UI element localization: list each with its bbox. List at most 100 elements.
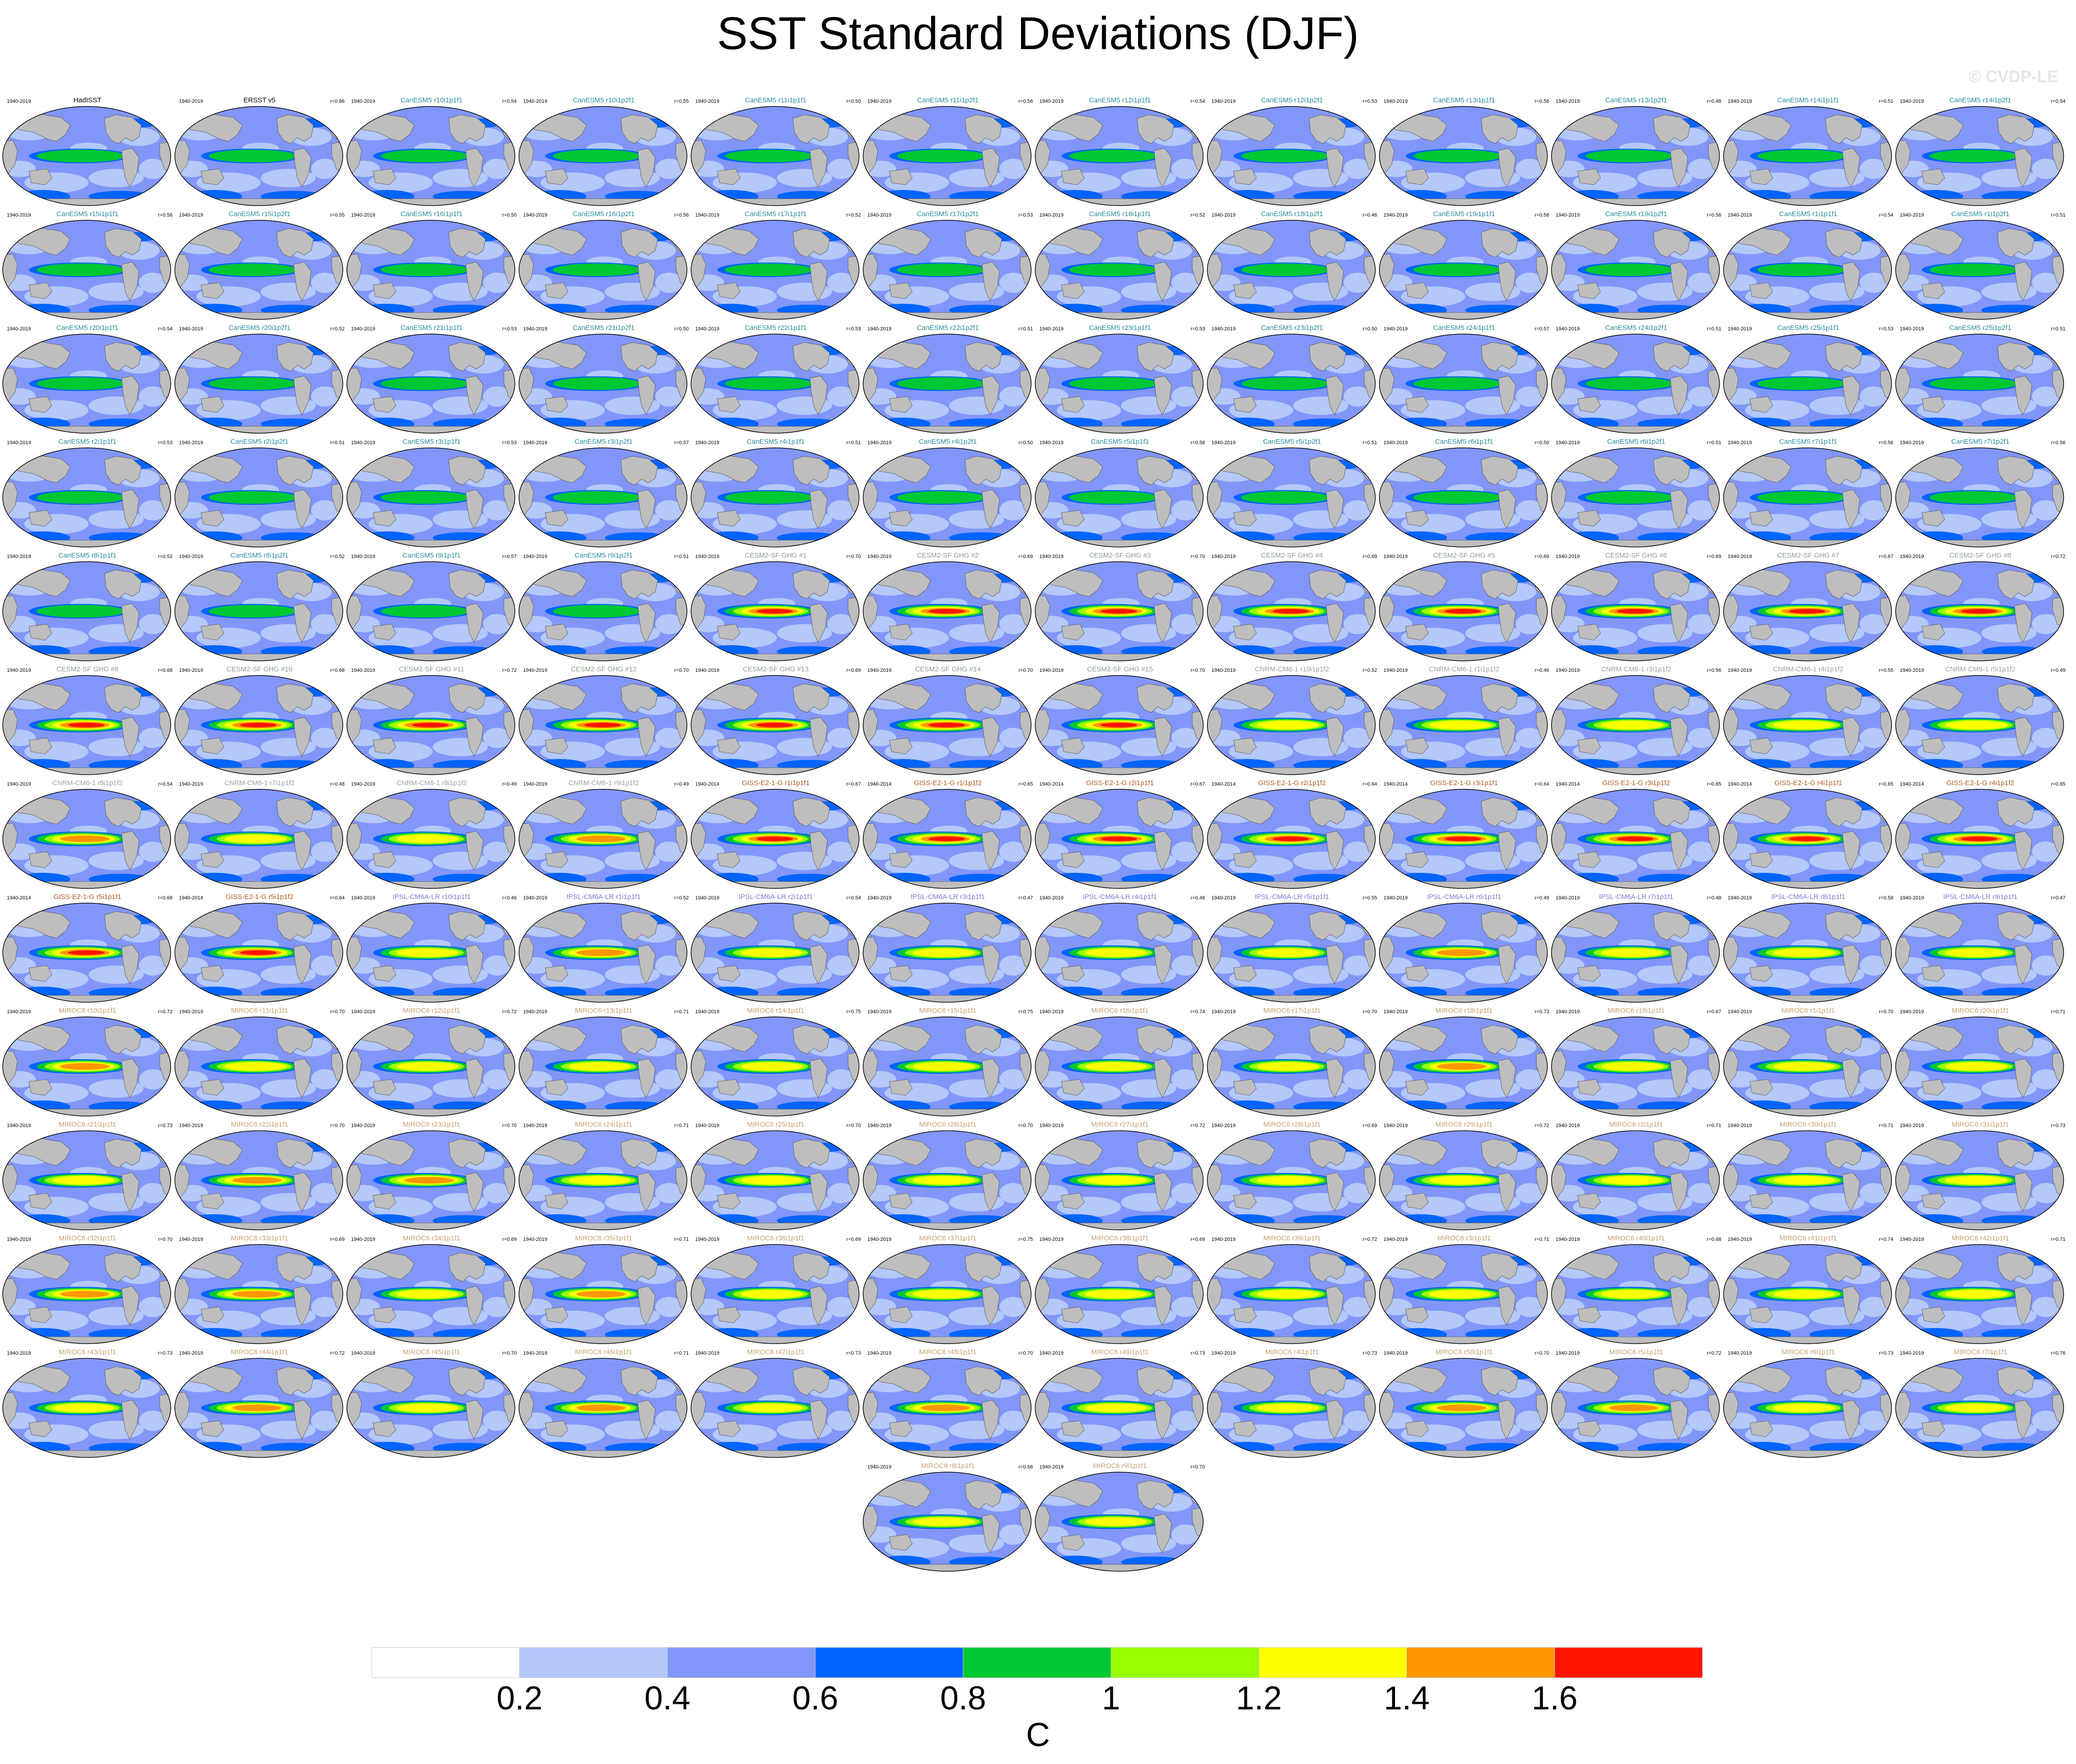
enso-contour [209, 605, 297, 618]
enso-contour [396, 948, 459, 957]
colorbar-tick-label: 0.6 [792, 1680, 838, 1717]
panel-correlation: r=0.55 [1879, 668, 1894, 673]
map-border [1895, 106, 2064, 206]
greenland-land [1859, 1358, 1876, 1368]
antarctica-land [175, 1223, 343, 1230]
africa-west-land [1551, 595, 1567, 629]
sst-map [519, 789, 687, 889]
sst-map [1035, 561, 1204, 661]
north-america-land [104, 342, 142, 372]
sst-map [174, 561, 343, 661]
greenland-land [827, 789, 844, 799]
north-america-land [448, 683, 486, 713]
panel-title: GISS-E2-1-G r1i1p1f2 [914, 779, 982, 787]
panel-period: 1940-2019 [523, 440, 547, 446]
north-america-land [1653, 569, 1691, 599]
panel-period: 1940-2019 [1211, 668, 1236, 673]
antarctica-land [1035, 1564, 1203, 1571]
map-border [1207, 220, 1376, 320]
sst-map [1551, 447, 1720, 547]
map-panel: 1940-2019 CanESM5 r10i1p2f1 r=0.55 [518, 96, 690, 211]
australia-land [1577, 737, 1601, 754]
africa-west-land [691, 254, 706, 288]
enso-contour [240, 723, 277, 727]
africa-west-land [519, 140, 534, 174]
low-variability-patch [1860, 386, 1887, 407]
south-america-land [809, 375, 828, 415]
sst-map [346, 1358, 515, 1458]
panel-title: MIROC6 r46i1p1f1 [575, 1348, 633, 1356]
north-america-land [1137, 228, 1174, 258]
panel-period: 1940-2019 [695, 668, 720, 673]
greenland-land [655, 1017, 672, 1027]
enso-contour [396, 1403, 459, 1412]
africa-west-land [519, 368, 534, 402]
sst-map [346, 1016, 515, 1116]
sst-map [1379, 1244, 1548, 1344]
map-panel: 1940-2019 MIROC6 r34i1p1f1 r=0.69 [346, 1234, 518, 1349]
greenland-land [139, 1358, 156, 1368]
panel-period: 1940-2019 [695, 212, 720, 218]
low-variability-patch [1172, 728, 1199, 748]
africa-west-land [3, 140, 18, 174]
panel-correlation: r=0.56 [1707, 212, 1722, 218]
south-america-land [1154, 375, 1172, 415]
antarctica-land [1724, 540, 1892, 547]
panel-correlation: r=0.70 [1190, 1464, 1205, 1470]
low-variability-patch [1344, 386, 1371, 407]
enso-contour [741, 1062, 803, 1071]
low-variability-patch [311, 728, 339, 748]
south-america-land [121, 375, 140, 415]
greenland-land [483, 1017, 500, 1027]
greenland-land [139, 220, 156, 230]
sst-map [1551, 220, 1720, 320]
panel-title: CanESM5 r4i1p1f1 [747, 438, 805, 446]
antarctica-land [347, 1109, 515, 1116]
enso-contour [1445, 609, 1481, 614]
enso-contour [1429, 1176, 1491, 1185]
enso-contour [1257, 1176, 1319, 1185]
map-panel: 1940-2014 GISS-E2-1-G r2i1p1f2 r=0.64 [1206, 779, 1378, 894]
sst-map [1723, 106, 1892, 206]
panel-correlation: r=0.58 [1879, 895, 1894, 901]
south-america-land [465, 717, 484, 757]
north-america-land [276, 114, 314, 144]
sst-map [1379, 1358, 1548, 1458]
panel-correlation: r=0.67 [846, 782, 861, 787]
sst-map [1895, 903, 2064, 1003]
greenland-land [655, 220, 672, 230]
africa-west-land [1896, 595, 1911, 629]
low-variability-patch [1344, 159, 1371, 179]
antarctica-land [1379, 426, 1547, 433]
greenland-land [1171, 903, 1188, 913]
map-panel: 1940-2019 CESM2-SF GHG #7 r=0.67 [1722, 552, 1894, 666]
panel-correlation: r=0.52 [330, 326, 345, 332]
panel-correlation: r=0.53 [158, 440, 173, 446]
enso-contour [1773, 1403, 1836, 1412]
south-america-land [1326, 489, 1344, 529]
map-panel: 1940-2019 CESM2-SF GHG #4 r=0.69 [1206, 552, 1378, 666]
low-variability-patch [2032, 273, 2059, 293]
greenland-land [1343, 106, 1360, 117]
sst-map [519, 675, 687, 775]
south-america-land [809, 148, 828, 188]
map-panel: 1940-2019 MIROC6 r16i1p1f1 r=0.74 [1034, 1007, 1206, 1122]
panel-correlation: r=0.57 [502, 554, 517, 559]
panel-correlation: r=0.48 [1707, 895, 1722, 901]
north-america-land [620, 569, 658, 599]
sst-map [1035, 675, 1204, 775]
north-america-land [276, 683, 314, 713]
antarctica-land [691, 1223, 859, 1230]
sst-map [2, 447, 171, 547]
map-border [691, 334, 859, 434]
antarctica-land [1724, 1223, 1892, 1230]
panel-correlation: r=0.73 [1879, 1351, 1894, 1356]
enso-contour [725, 377, 813, 390]
north-america-land [104, 683, 142, 713]
sst-map [863, 561, 1032, 661]
antarctica-land [1379, 653, 1547, 661]
north-america-land [1137, 342, 1174, 372]
africa-west-land [691, 595, 706, 629]
sst-map [1551, 1358, 1720, 1458]
north-america-land [448, 456, 486, 486]
